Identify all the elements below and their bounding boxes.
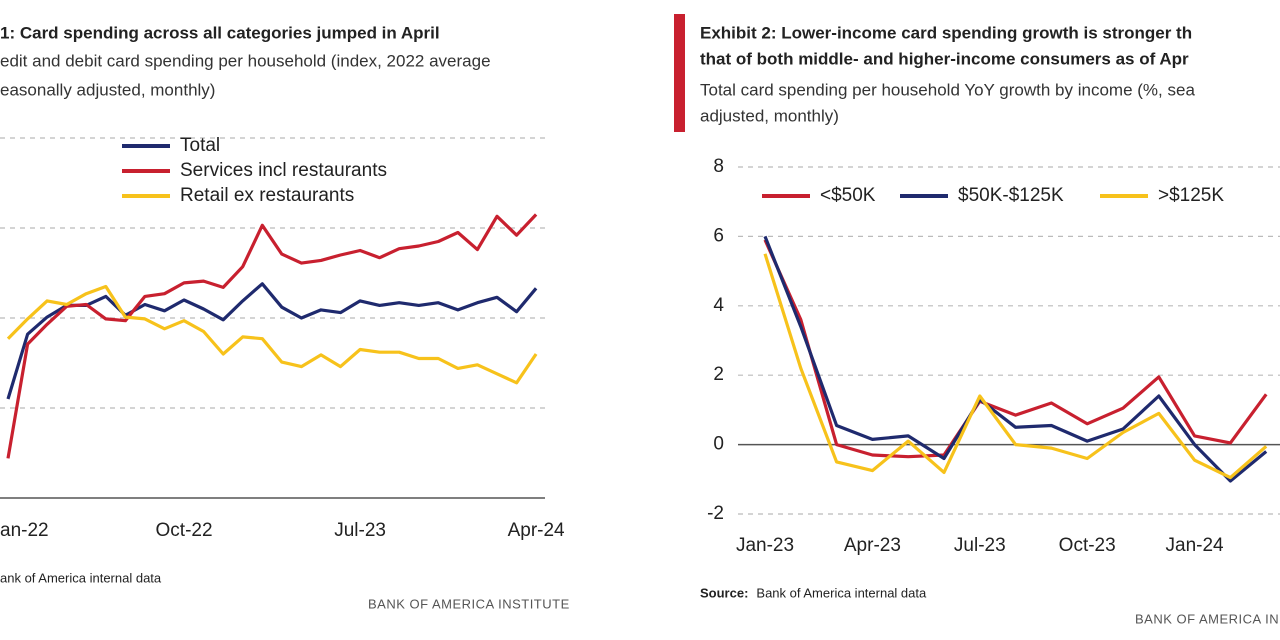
footer: BANK OF AMERICA IN	[1135, 611, 1279, 626]
x-tick-label: Jan-23	[736, 535, 794, 556]
x-tick-label: Jul-23	[334, 520, 386, 541]
chart-subtitle: easonally adjusted, monthly)	[0, 80, 215, 99]
x-tick-label: Apr-23	[844, 535, 901, 556]
series-line	[6, 284, 538, 385]
x-tick-label: Oct-23	[1059, 535, 1116, 556]
series-line	[763, 253, 1268, 480]
x-tick-label: Oct-22	[156, 520, 213, 541]
legend-label: Retail ex restaurants	[180, 185, 354, 206]
accent-bar	[674, 14, 685, 132]
y-tick-label: 8	[713, 156, 724, 177]
y-tick-label: 6	[713, 225, 724, 246]
series-line	[6, 282, 538, 400]
x-tick-label: an-22	[0, 520, 49, 541]
y-tick-label: -2	[707, 503, 724, 524]
y-tick-label: 0	[713, 434, 724, 455]
series-line	[763, 235, 1268, 483]
legend-label: Total	[180, 135, 220, 156]
x-tick-label: Apr-24	[508, 520, 565, 541]
chart-subtitle: Total card spending per household YoY gr…	[700, 80, 1195, 99]
chart-subtitle: edit and debit card spending per househo…	[0, 51, 491, 70]
x-tick-label: Jul-23	[954, 535, 1006, 556]
chart-title: Exhibit 2: Lower-income card spending gr…	[700, 23, 1192, 42]
chart-subtitle: adjusted, monthly)	[700, 106, 839, 125]
source: Bank of America internal data	[756, 585, 927, 600]
legend-label: >$125K	[1158, 185, 1224, 206]
source: ank of America internal data	[0, 570, 162, 585]
source-label: Source:	[700, 585, 748, 600]
series-line	[763, 239, 1268, 459]
y-tick-label: 2	[713, 364, 724, 385]
footer: BANK OF AMERICA INSTITUTE	[368, 596, 570, 611]
chart-title: 1: Card spending across all categories j…	[0, 23, 440, 42]
chart-title: that of both middle- and higher-income c…	[700, 49, 1189, 68]
legend-label: $50K-$125K	[958, 185, 1064, 206]
y-tick-label: 4	[713, 295, 724, 316]
series-line	[6, 213, 538, 459]
x-tick-label: Jan-24	[1166, 535, 1225, 556]
legend-label: Services incl restaurants	[180, 160, 387, 181]
legend-label: <$50K	[820, 185, 876, 206]
